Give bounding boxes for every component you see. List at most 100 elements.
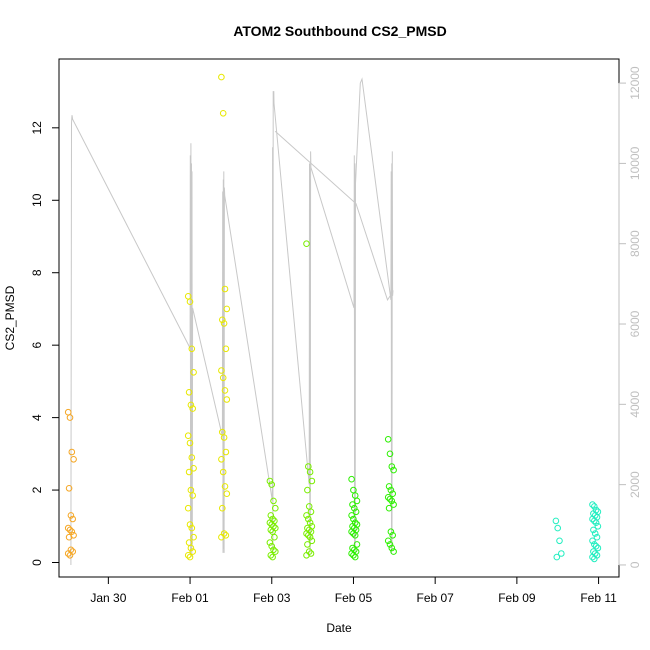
data-point bbox=[272, 548, 279, 555]
data-point bbox=[268, 481, 276, 488]
data-point bbox=[349, 501, 356, 508]
data-point bbox=[384, 537, 392, 545]
data-point bbox=[351, 532, 359, 539]
x-tick-label: Feb 09 bbox=[498, 591, 536, 605]
y-tick-label: 4 bbox=[30, 414, 44, 421]
data-point bbox=[187, 401, 195, 409]
data-point bbox=[266, 477, 274, 485]
data-point bbox=[221, 285, 229, 293]
data-point bbox=[589, 515, 596, 523]
y2-tick-label: 12000 bbox=[628, 66, 642, 100]
data-point bbox=[219, 316, 226, 324]
data-point bbox=[303, 552, 310, 559]
data-point bbox=[186, 521, 194, 528]
data-point bbox=[388, 463, 396, 470]
data-point bbox=[223, 305, 231, 313]
data-point bbox=[592, 519, 600, 527]
data-point bbox=[189, 492, 196, 499]
data-point bbox=[271, 533, 278, 541]
data-point bbox=[389, 490, 397, 498]
data-point bbox=[185, 468, 193, 476]
data-point bbox=[189, 405, 196, 412]
data-point bbox=[223, 490, 231, 498]
data-point bbox=[304, 486, 311, 494]
data-point bbox=[184, 504, 192, 512]
y-tick-label: 6 bbox=[30, 342, 44, 349]
y2-tick-label: 0 bbox=[628, 561, 642, 568]
data-point bbox=[67, 512, 75, 519]
trace-line-layer bbox=[70, 77, 394, 566]
data-point bbox=[184, 552, 192, 559]
data-point bbox=[305, 515, 312, 523]
data-point bbox=[188, 345, 196, 353]
data-point bbox=[593, 533, 601, 541]
data-point bbox=[222, 345, 230, 353]
x-tick-label: Feb 01 bbox=[171, 591, 209, 605]
data-point bbox=[218, 367, 225, 374]
data-point bbox=[220, 320, 228, 327]
data-point bbox=[307, 508, 315, 516]
data-point bbox=[591, 517, 598, 525]
y2-tick-label: 8000 bbox=[628, 230, 642, 257]
data-point bbox=[219, 504, 226, 512]
data-point bbox=[384, 494, 392, 501]
data-point bbox=[65, 485, 73, 492]
y-tick-label: 8 bbox=[30, 269, 44, 276]
y-axis-label: CS2_PMSD bbox=[3, 285, 17, 350]
data-point bbox=[308, 477, 316, 485]
data-point bbox=[64, 550, 72, 557]
data-point bbox=[190, 465, 197, 472]
data-point bbox=[69, 515, 76, 523]
y-tick-label: 0 bbox=[30, 559, 44, 566]
data-point bbox=[64, 524, 72, 532]
data-point bbox=[267, 552, 275, 559]
y-tick-label: 2 bbox=[30, 486, 44, 493]
data-point bbox=[353, 497, 361, 505]
points-layer bbox=[64, 73, 602, 563]
data-point bbox=[66, 552, 74, 559]
data-point bbox=[348, 550, 355, 557]
data-point bbox=[268, 542, 276, 550]
data-point bbox=[270, 546, 277, 554]
data-point bbox=[66, 526, 74, 534]
data-point bbox=[591, 541, 598, 548]
data-point bbox=[219, 110, 227, 117]
data-point bbox=[348, 512, 355, 519]
x-tick-label: Feb 05 bbox=[335, 591, 373, 605]
data-point bbox=[186, 298, 194, 306]
data-point bbox=[390, 501, 397, 508]
data-point bbox=[589, 553, 596, 561]
data-point bbox=[303, 240, 310, 247]
data-point bbox=[221, 387, 229, 394]
y2-tick-label: 10000 bbox=[628, 146, 642, 180]
data-point bbox=[348, 528, 355, 536]
data-point bbox=[65, 533, 73, 541]
data-point bbox=[219, 374, 227, 382]
y2-tick-label: 4000 bbox=[628, 391, 642, 418]
x-tick-label: Feb 11 bbox=[580, 591, 617, 605]
data-point bbox=[591, 530, 599, 537]
data-point bbox=[388, 544, 396, 552]
data-point bbox=[269, 553, 276, 561]
data-point bbox=[188, 454, 196, 461]
axes-layer: Jan 30 Feb 01 Feb 03 Feb 05 Feb 07 Feb 09 Feb … bbox=[30, 66, 642, 605]
data-point bbox=[306, 468, 314, 476]
data-point bbox=[64, 408, 72, 416]
data-point bbox=[306, 519, 314, 527]
data-point bbox=[218, 456, 225, 463]
data-point bbox=[389, 532, 397, 539]
data-point bbox=[266, 539, 274, 546]
data-point bbox=[594, 523, 602, 530]
data-point bbox=[385, 483, 393, 490]
data-point bbox=[351, 553, 359, 561]
data-point bbox=[552, 517, 560, 525]
data-point bbox=[589, 537, 596, 545]
data-point bbox=[189, 548, 196, 555]
x-tick-label: Feb 07 bbox=[416, 591, 454, 605]
data-point bbox=[390, 548, 397, 555]
data-point bbox=[348, 475, 355, 483]
data-point bbox=[350, 530, 357, 537]
data-point bbox=[218, 73, 225, 81]
plot-area-frame bbox=[58, 58, 620, 578]
data-point bbox=[386, 450, 394, 458]
